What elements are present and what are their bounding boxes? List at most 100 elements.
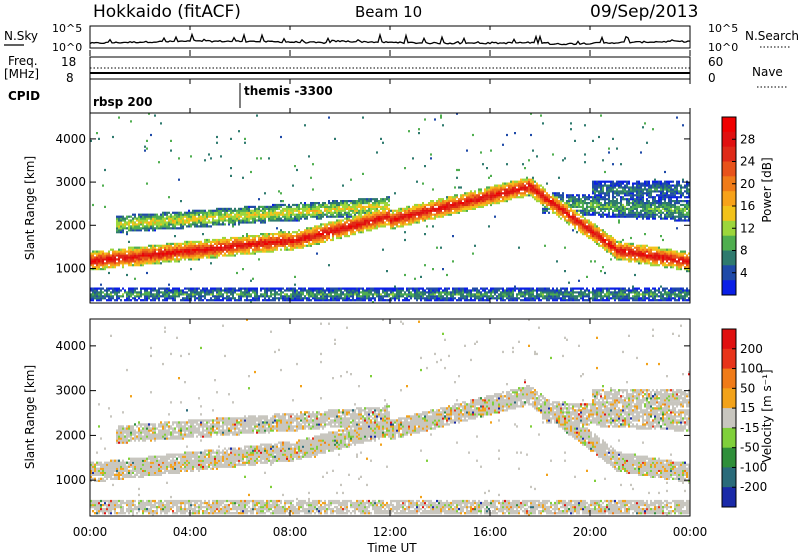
data-cell <box>524 287 526 290</box>
data-cell <box>394 215 396 218</box>
data-cell <box>324 295 326 298</box>
data-cell <box>520 192 522 195</box>
data-cell <box>342 184 344 187</box>
data-cell <box>318 211 320 214</box>
data-cell <box>554 295 556 298</box>
data-cell <box>304 203 306 207</box>
data-cell <box>134 215 136 218</box>
data-cell <box>156 219 158 222</box>
data-cell <box>480 151 482 154</box>
data-cell <box>208 248 210 251</box>
data-cell <box>514 297 516 300</box>
data-cell <box>192 250 194 253</box>
data-cell <box>290 299 292 302</box>
data-cell <box>142 221 144 224</box>
data-cell <box>544 291 546 294</box>
data-cell <box>360 219 362 222</box>
data-cell <box>372 219 374 222</box>
data-cell <box>264 248 266 251</box>
data-cell <box>572 287 574 290</box>
data-cell <box>528 184 530 187</box>
data-cell <box>172 258 174 261</box>
data-cell <box>414 207 416 210</box>
data-cell <box>480 203 482 207</box>
data-cell <box>292 236 294 240</box>
data-cell <box>502 293 504 296</box>
data-cell <box>164 252 166 255</box>
data-cell <box>374 200 376 203</box>
data-cell <box>574 295 576 298</box>
data-cell <box>164 227 166 230</box>
data-cell <box>296 205 298 208</box>
data-cell <box>336 231 338 234</box>
data-cell <box>120 260 122 263</box>
data-cell <box>324 235 326 238</box>
data-cell <box>274 209 276 212</box>
data-cell <box>190 213 192 216</box>
data-cell <box>380 200 382 203</box>
data-cell <box>122 256 124 259</box>
data-cell <box>122 260 124 263</box>
data-cell <box>376 219 378 222</box>
data-cell <box>444 200 446 203</box>
data-cell <box>274 297 276 300</box>
data-cell <box>278 289 280 292</box>
data-cell <box>548 287 550 290</box>
data-cell <box>108 250 110 253</box>
data-cell <box>354 209 356 212</box>
data-cell <box>104 266 106 269</box>
data-cell <box>502 184 504 187</box>
data-cell <box>472 287 474 290</box>
data-cell <box>166 248 168 251</box>
data-cell <box>188 254 190 257</box>
data-cell <box>254 240 256 243</box>
data-cell <box>568 215 570 218</box>
data-cell <box>308 295 310 298</box>
data-cell <box>440 291 442 294</box>
data-cell <box>286 242 288 245</box>
data-cell <box>562 194 564 197</box>
data-cell <box>340 203 342 207</box>
data-cell <box>356 217 358 220</box>
data-cell <box>240 238 242 242</box>
data-cell <box>562 159 564 162</box>
data-cell <box>468 202 470 205</box>
data-cell <box>308 203 310 207</box>
data-cell <box>116 221 118 224</box>
data-cell <box>274 291 276 294</box>
data-cell <box>362 116 364 119</box>
data-cell <box>318 231 320 234</box>
data-cell <box>434 213 436 216</box>
data-cell <box>284 240 286 243</box>
data-cell <box>578 198 580 201</box>
data-cell <box>562 287 564 290</box>
data-cell <box>482 297 484 300</box>
data-cell <box>194 299 196 302</box>
data-cell <box>112 287 114 290</box>
data-cell <box>338 205 340 208</box>
data-cell <box>410 209 412 212</box>
data-cell <box>280 297 282 300</box>
data-cell <box>534 198 536 201</box>
data-cell <box>338 221 340 224</box>
data-cell <box>274 211 276 214</box>
data-cell <box>250 217 252 220</box>
data-cell <box>296 291 298 294</box>
data-cell <box>272 207 274 210</box>
data-cell <box>304 295 306 298</box>
data-cell <box>482 293 484 296</box>
data-cell <box>190 246 192 249</box>
data-cell <box>308 209 310 212</box>
data-cell <box>380 207 382 210</box>
data-cell <box>244 299 246 302</box>
data-cell <box>554 200 556 203</box>
data-cell <box>302 289 304 292</box>
data-cell <box>354 225 356 228</box>
data-cell <box>560 291 562 294</box>
data-cell <box>130 120 132 123</box>
data-cell <box>154 254 156 257</box>
data-cell <box>492 297 494 300</box>
data-cell <box>380 137 382 140</box>
data-cell <box>372 227 374 230</box>
data-cell <box>178 260 180 263</box>
